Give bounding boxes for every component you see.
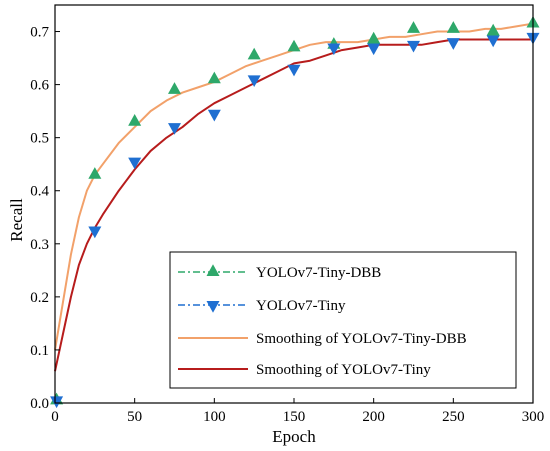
legend-swatch-marker (206, 264, 220, 276)
y-tick-label: 0.4 (30, 184, 49, 200)
legend-swatch-marker (206, 301, 220, 313)
data-layer (50, 15, 540, 409)
data-point-yolov7-tiny (367, 43, 381, 56)
y-axis-title: Recall (7, 198, 26, 242)
y-tick-label: 0.3 (30, 237, 49, 253)
data-point-yolov7-tiny-dbb (367, 31, 381, 44)
x-tick-label: 100 (203, 409, 226, 425)
x-tick-label: 300 (522, 409, 545, 425)
legend-label: YOLOv7-Tiny-DBB (256, 265, 381, 281)
data-point-yolov7-tiny (50, 396, 64, 409)
data-point-yolov7-tiny-dbb (207, 71, 221, 84)
y-tick-label: 0.2 (30, 290, 49, 306)
legend-label: YOLOv7-Tiny (256, 298, 346, 314)
data-point-yolov7-tiny (407, 40, 420, 53)
x-tick-label: 0 (51, 409, 59, 425)
y-tick-label: 0.5 (30, 131, 49, 147)
data-point-yolov7-tiny (128, 157, 142, 170)
data-point-yolov7-tiny-dbb (407, 21, 420, 33)
data-point-yolov7-tiny (287, 64, 301, 77)
x-axis-title: Epoch (272, 427, 316, 446)
x-tick-label: 200 (362, 409, 385, 425)
data-point-yolov7-tiny-dbb (446, 21, 460, 33)
legend-label: Smoothing of YOLOv7-Tiny (256, 362, 431, 378)
series-line-smoothing-of-yolov7-tiny-dbb (54, 22, 534, 351)
legend: YOLOv7-Tiny-DBB YOLOv7-Tiny Smoothing of Y… (169, 251, 517, 389)
data-point-yolov7-tiny-dbb (88, 167, 102, 179)
y-tick-label: 0.0 (30, 396, 49, 412)
x-tick-label: 50 (127, 409, 142, 425)
legend-box (169, 251, 517, 389)
data-point-yolov7-tiny (327, 43, 341, 56)
data-point-yolov7-tiny (486, 35, 500, 48)
y-tick-label: 0.6 (30, 78, 49, 94)
data-point-yolov7-tiny-dbb (168, 82, 181, 94)
data-point-yolov7-tiny-dbb (287, 39, 301, 52)
y-tick-label: 0.1 (30, 343, 49, 359)
x-tick-label: 150 (283, 409, 306, 425)
y-tick-label: 0.7 (30, 25, 49, 41)
data-point-yolov7-tiny (168, 123, 181, 135)
data-point-yolov7-tiny-dbb (486, 23, 500, 36)
data-point-yolov7-tiny (446, 38, 460, 50)
ticks-layer: 0 50 100 150 200 250 300 0.0 0.1 0.2 0.3 0.4 0.5 0.6 0… (30, 25, 544, 425)
legend-label: Smoothing of YOLOv7-Tiny-DBB (256, 331, 467, 347)
series-line-smoothing-of-yolov7-tiny (54, 38, 533, 372)
data-point-yolov7-tiny (88, 226, 102, 239)
x-tick-label: 250 (442, 409, 465, 425)
data-point-yolov7-tiny-dbb (128, 114, 142, 126)
data-point-yolov7-tiny (207, 109, 221, 122)
data-point-yolov7-tiny-dbb (247, 47, 261, 60)
data-point-yolov7-tiny (247, 75, 261, 88)
